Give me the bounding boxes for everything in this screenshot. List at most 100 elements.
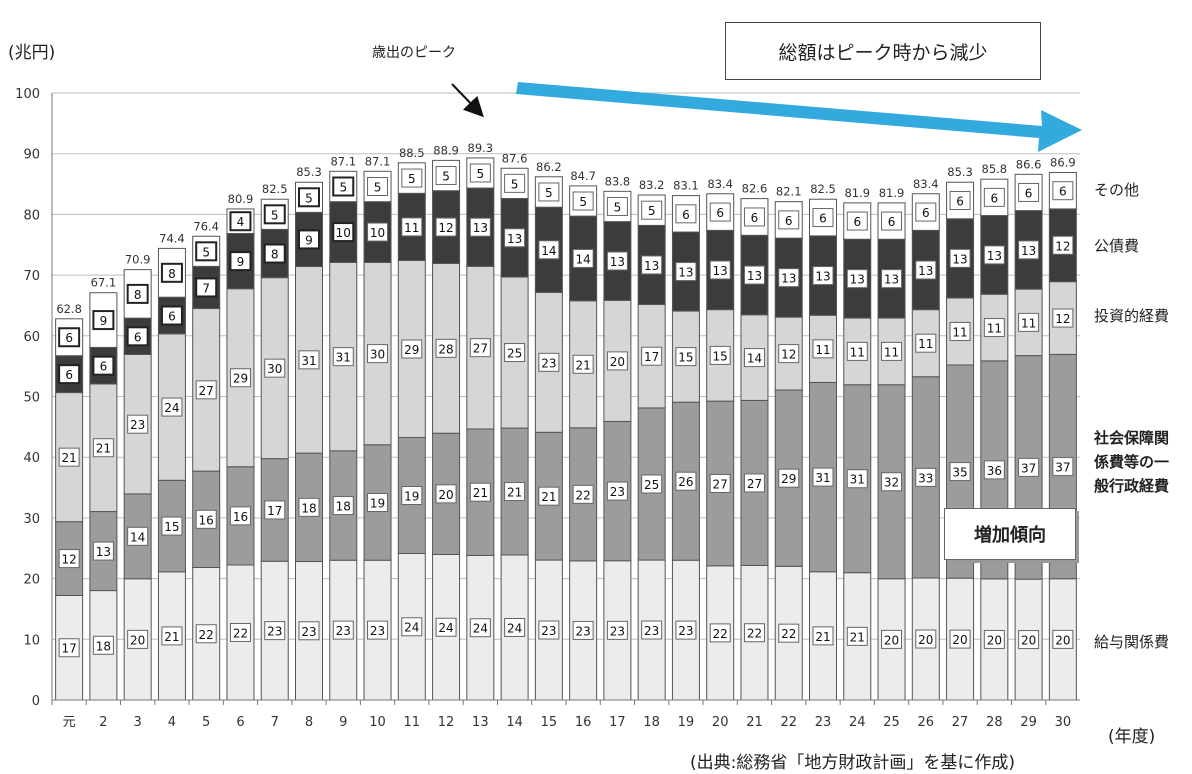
total-label: 62.8 [56, 302, 82, 316]
value-label: 20 [987, 633, 1002, 647]
value-label: 30 [267, 362, 282, 376]
x-tick-label: 10 [369, 715, 386, 730]
value-label-box [846, 269, 868, 289]
x-tick-label: 25 [883, 715, 900, 730]
value-label-box [469, 338, 491, 358]
value-label-box [435, 338, 457, 358]
value-label-box [367, 344, 389, 364]
value-label-box [743, 348, 765, 368]
value-label: 23 [644, 624, 659, 638]
value-label: 23 [541, 356, 556, 370]
source-note: (出典:総務省「地方財政計画」を基に作成) [690, 753, 1015, 773]
value-label: 29 [781, 472, 796, 486]
value-label-box [572, 620, 594, 640]
value-label: 22 [575, 488, 590, 502]
value-label: 22 [713, 627, 728, 641]
x-tick-label: 22 [780, 715, 797, 730]
y-tick-label: 90 [23, 148, 40, 163]
value-label: 13 [987, 249, 1002, 263]
value-label: 7 [202, 281, 210, 295]
value-label: 20 [884, 633, 899, 647]
value-label-box [778, 344, 800, 364]
value-label-box [881, 341, 903, 361]
value-label-box [641, 255, 663, 275]
value-label: 24 [507, 621, 522, 635]
value-label-box [58, 447, 80, 467]
value-label: 13 [918, 264, 933, 278]
value-label: 6 [785, 214, 793, 228]
value-label-box [606, 196, 628, 216]
value-label: 14 [747, 352, 762, 366]
category-label-other: その他 [1094, 181, 1140, 199]
value-label: 23 [575, 624, 590, 638]
value-label: 13 [96, 545, 111, 559]
value-label-box [229, 368, 251, 388]
value-label: 11 [884, 345, 899, 359]
value-label-box [195, 380, 217, 400]
total-label: 88.9 [433, 143, 459, 157]
value-label: 4 [237, 215, 245, 229]
value-label-box [641, 620, 663, 640]
value-label-box [812, 208, 834, 228]
value-label-box [949, 462, 971, 482]
value-label-box [229, 622, 251, 642]
value-label-box [983, 460, 1005, 480]
category-label-social-line3: 般行政経費 [1094, 477, 1170, 495]
value-label: 16 [199, 513, 214, 527]
value-label: 5 [374, 180, 382, 194]
value-label-box [367, 222, 389, 242]
value-label-box [675, 204, 697, 224]
value-label-box [812, 467, 834, 487]
value-label: 5 [648, 204, 656, 218]
total-label: 87.6 [502, 151, 528, 165]
value-label-box [126, 326, 149, 347]
value-label-box [812, 626, 834, 646]
value-label-box [1052, 308, 1074, 328]
value-label: 21 [815, 630, 830, 644]
value-label: 6 [1025, 186, 1033, 200]
x-tick-label: 21 [746, 715, 763, 730]
value-label: 8 [271, 248, 279, 262]
value-label: 29 [233, 372, 248, 386]
value-label: 24 [404, 621, 419, 635]
x-tick-label: 28 [986, 715, 1003, 730]
value-label-box [915, 467, 937, 487]
total-label: 83.2 [639, 178, 665, 192]
value-label-box [435, 617, 457, 637]
value-label: 14 [575, 252, 590, 266]
value-label: 12 [61, 553, 76, 567]
total-label: 80.9 [228, 192, 254, 206]
value-label: 23 [610, 485, 625, 499]
value-label: 13 [850, 273, 865, 287]
x-tick-label: 27 [952, 715, 969, 730]
value-label-box [1018, 182, 1040, 202]
value-label-box [1052, 181, 1074, 201]
value-label: 20 [1021, 634, 1036, 648]
value-label-box [263, 204, 286, 225]
value-label: 25 [644, 478, 659, 492]
value-label: 20 [952, 633, 967, 647]
value-label: 21 [96, 442, 111, 456]
value-label: 5 [305, 191, 313, 205]
value-label-box [709, 202, 731, 222]
total-label: 76.4 [193, 219, 219, 233]
value-label: 12 [438, 221, 453, 235]
x-tick-label: 12 [438, 715, 455, 730]
value-label-box [881, 472, 903, 492]
peak-pointer-arrow [451, 83, 484, 118]
value-label: 15 [678, 351, 693, 365]
value-label: 21 [507, 486, 522, 500]
y-tick-label: 100 [15, 87, 40, 102]
value-label: 20 [438, 488, 453, 502]
category-label-social-line1: 社会保障関 [1094, 429, 1170, 447]
value-label: 8 [134, 288, 142, 302]
value-label: 5 [477, 167, 485, 181]
value-label-box [915, 260, 937, 280]
value-label-box [264, 358, 286, 378]
value-label-box [195, 624, 217, 644]
value-label: 6 [922, 206, 930, 220]
value-label-box [401, 217, 423, 237]
value-label-box [606, 620, 628, 640]
total-label: 70.9 [125, 253, 151, 267]
